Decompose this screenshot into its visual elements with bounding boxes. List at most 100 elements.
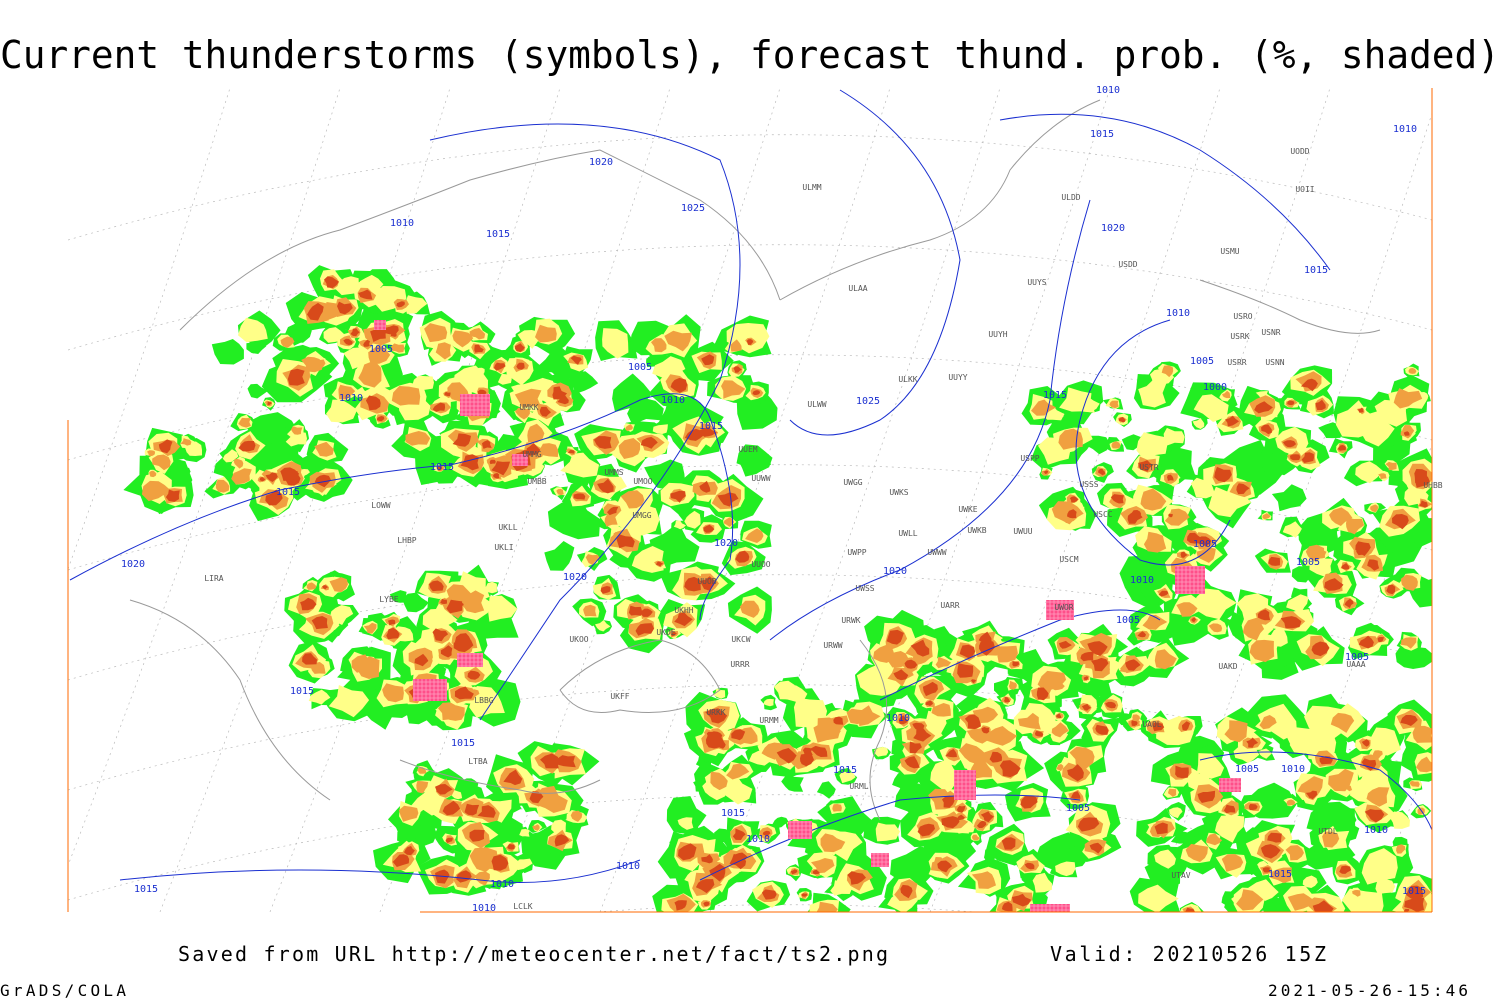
thunderstorm-symbol [788, 821, 812, 839]
probability-shading [442, 800, 461, 816]
probability-shading [1267, 832, 1282, 843]
probability-shading [1286, 594, 1309, 614]
probability-shading [469, 328, 486, 340]
probability-shading [493, 473, 500, 479]
probability-shading [573, 493, 586, 500]
thunderstorm-symbol [1046, 600, 1074, 620]
probability-shading [1403, 431, 1410, 436]
thunderstorm-symbol [374, 320, 386, 330]
probability-shading [363, 339, 370, 347]
probability-shading [1118, 416, 1126, 423]
probability-shading [942, 795, 955, 808]
probability-shading [569, 371, 599, 394]
probability-shading [444, 391, 451, 397]
probability-shading [1287, 893, 1316, 911]
probability-shading [790, 869, 798, 875]
probability-shading [762, 830, 771, 837]
probability-shading [677, 817, 694, 830]
probability-shading [535, 324, 557, 343]
map-title: Current thunderstorms (symbols), forecas… [0, 33, 1500, 77]
probability-shading [222, 449, 239, 463]
probability-shading [311, 616, 328, 630]
probability-shading [280, 467, 300, 481]
probability-shading [656, 561, 664, 567]
probability-shading [547, 496, 601, 540]
probability-shading [1175, 765, 1189, 779]
probability-shading [839, 771, 856, 784]
probability-shading [1058, 428, 1083, 450]
probability-shading [1341, 563, 1350, 570]
station-code: UMMG [522, 450, 541, 459]
probability-shading [1056, 764, 1064, 772]
probability-shading [1001, 901, 1013, 912]
probability-shading [703, 901, 710, 907]
probability-shading [158, 439, 173, 454]
station-code: UWPP [847, 548, 866, 557]
probability-shading [600, 586, 611, 594]
probability-shading [445, 837, 453, 843]
probability-shading [910, 639, 930, 657]
isobar-label: 1010 [886, 713, 910, 724]
station-code: USPP [1020, 454, 1039, 463]
probability-shading [875, 822, 900, 842]
probability-shading [1012, 893, 1032, 907]
probability-shading [714, 828, 733, 843]
isobar-label: 1015 [1304, 265, 1328, 276]
probability-shading [475, 871, 490, 886]
station-code: USCM [1059, 555, 1078, 564]
probability-shading [489, 459, 496, 465]
probability-shading [387, 619, 396, 626]
probability-shading [752, 390, 761, 396]
probability-shading [1067, 764, 1084, 782]
probability-shading [1385, 461, 1397, 471]
probability-shading [488, 595, 518, 622]
isobar-label: 1010 [1281, 764, 1305, 775]
probability-shading [211, 339, 244, 365]
probability-shading [678, 843, 697, 861]
station-code: UKDE [656, 628, 675, 637]
probability-shading [141, 480, 171, 502]
isobar-label: 1020 [589, 157, 613, 168]
isobar-label: 1010 [661, 395, 685, 406]
probability-shading [1136, 432, 1168, 460]
station-code: URKK [706, 708, 725, 717]
probability-shading [323, 327, 345, 343]
isobar [119, 859, 641, 883]
probability-shading [454, 686, 474, 700]
station-code: ULAA [848, 284, 867, 293]
probability-shading [432, 628, 449, 642]
probability-shading [640, 608, 653, 617]
probability-shading [1257, 703, 1297, 740]
probability-shading [709, 863, 726, 882]
probability-shading [684, 576, 701, 592]
probability-shading [1033, 832, 1093, 870]
probability-shading [165, 489, 180, 502]
isobar-label: 1010 [746, 834, 770, 845]
probability-shading [1312, 900, 1334, 912]
isobar-label: 1015 [134, 884, 158, 895]
probability-shading [1355, 461, 1384, 484]
station-code: UMBB [527, 477, 546, 486]
probability-shading [1330, 712, 1355, 733]
probability-shading [761, 889, 777, 900]
probability-shading [429, 580, 444, 592]
probability-shading [246, 339, 267, 354]
probability-shading [532, 824, 540, 831]
isobar-label: 1015 [1043, 390, 1067, 401]
isobar-label: 1015 [833, 765, 857, 776]
probability-shading [616, 534, 635, 549]
station-code: UMOO [633, 477, 652, 486]
probability-shading [539, 406, 551, 417]
probability-shading [363, 622, 377, 634]
probability-shading [723, 517, 735, 527]
probability-shading [989, 751, 1002, 763]
graticule [68, 88, 231, 571]
isobar-label: 1025 [856, 396, 880, 407]
probability-shading [1282, 440, 1297, 448]
probability-shading [1290, 454, 1301, 461]
probability-shading [1416, 756, 1432, 773]
isobar-label: 1010 [1166, 308, 1190, 319]
probability-shading [326, 399, 358, 423]
probability-shading [1300, 378, 1318, 392]
probability-shading [595, 620, 611, 632]
